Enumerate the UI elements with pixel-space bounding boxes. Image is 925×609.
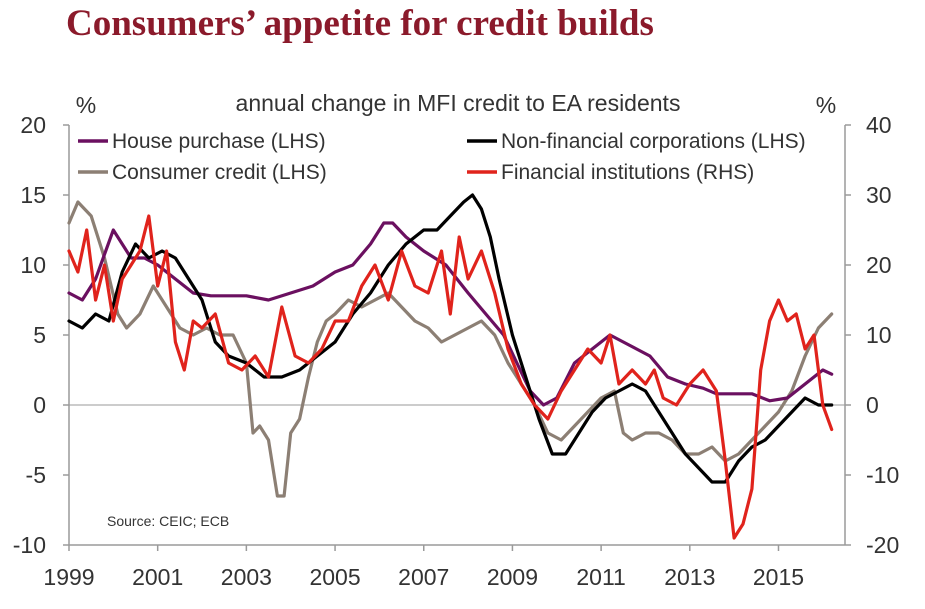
- right-tick-label: 30: [866, 182, 892, 208]
- x-tick-label: 2015: [753, 564, 804, 590]
- source-note: Source: CEIC; ECB: [107, 513, 229, 529]
- left-tick-label: 0: [33, 392, 46, 418]
- left-tick-label: -5: [26, 462, 46, 488]
- right-tick-label: -10: [866, 462, 899, 488]
- x-tick-label: 2001: [132, 564, 183, 590]
- right-tick-label: -20: [866, 532, 899, 558]
- series-line-house-purchase: [67, 221, 834, 407]
- x-tick-label: 2007: [398, 564, 449, 590]
- right-axis-unit: %: [816, 92, 836, 118]
- page-title: Consumers’ appetite for credit builds: [66, 3, 654, 44]
- legend-label-house-purchase: House purchase (LHS): [112, 130, 326, 153]
- left-tick-label: 15: [20, 182, 46, 208]
- left-axis-unit: %: [76, 92, 96, 118]
- left-tick-label: 20: [20, 112, 46, 138]
- x-tick-label: 2011: [576, 564, 625, 590]
- right-tick-label: 40: [866, 112, 892, 138]
- left-tick-label: 5: [33, 322, 46, 348]
- series-line-financial-institutions: [67, 214, 834, 540]
- chart-subtitle: annual change in MFI credit to EA reside…: [236, 90, 681, 116]
- x-tick-label: 2003: [221, 564, 272, 590]
- series-line-consumer-credit: [67, 200, 834, 498]
- right-tick-label: 0: [866, 392, 879, 418]
- left-tick-label: -10: [13, 532, 46, 558]
- x-tick-label: 2009: [487, 564, 538, 590]
- x-tick-label: 2013: [664, 564, 715, 590]
- x-tick-label: 1999: [43, 564, 94, 590]
- x-tick-label: 2005: [309, 564, 360, 590]
- series-line-non-financial-corporations: [67, 193, 834, 484]
- right-tick-label: 20: [866, 252, 892, 278]
- legend-label-non-financial-corporations: Non-financial corporations (LHS): [501, 130, 806, 153]
- legend-label-financial-institutions: Financial institutions (RHS): [501, 161, 754, 184]
- legend-label-consumer-credit: Consumer credit (LHS): [112, 161, 327, 184]
- right-tick-label: 10: [866, 322, 892, 348]
- left-tick-label: 10: [20, 252, 46, 278]
